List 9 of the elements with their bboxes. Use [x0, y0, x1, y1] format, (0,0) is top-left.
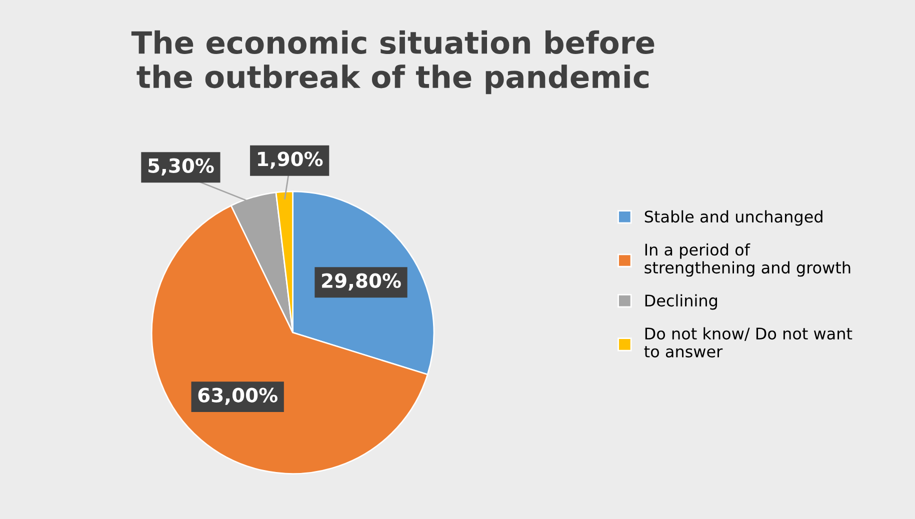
chart-title: The economic situation before the outbreak of the pandemic: [131, 30, 654, 94]
data-label: 29,80%: [322, 273, 401, 290]
legend-label: Do not know/ Do not want to answer: [644, 327, 852, 358]
data-label: 5,30%: [148, 158, 214, 176]
legend-label: In a period of strengthening and growth: [644, 243, 850, 277]
legend-label: Stable and unchanged: [644, 210, 822, 226]
data-label: 63,00%: [198, 388, 278, 405]
data-label: 1,90%: [258, 152, 323, 169]
legend-label: Declining: [645, 294, 717, 310]
